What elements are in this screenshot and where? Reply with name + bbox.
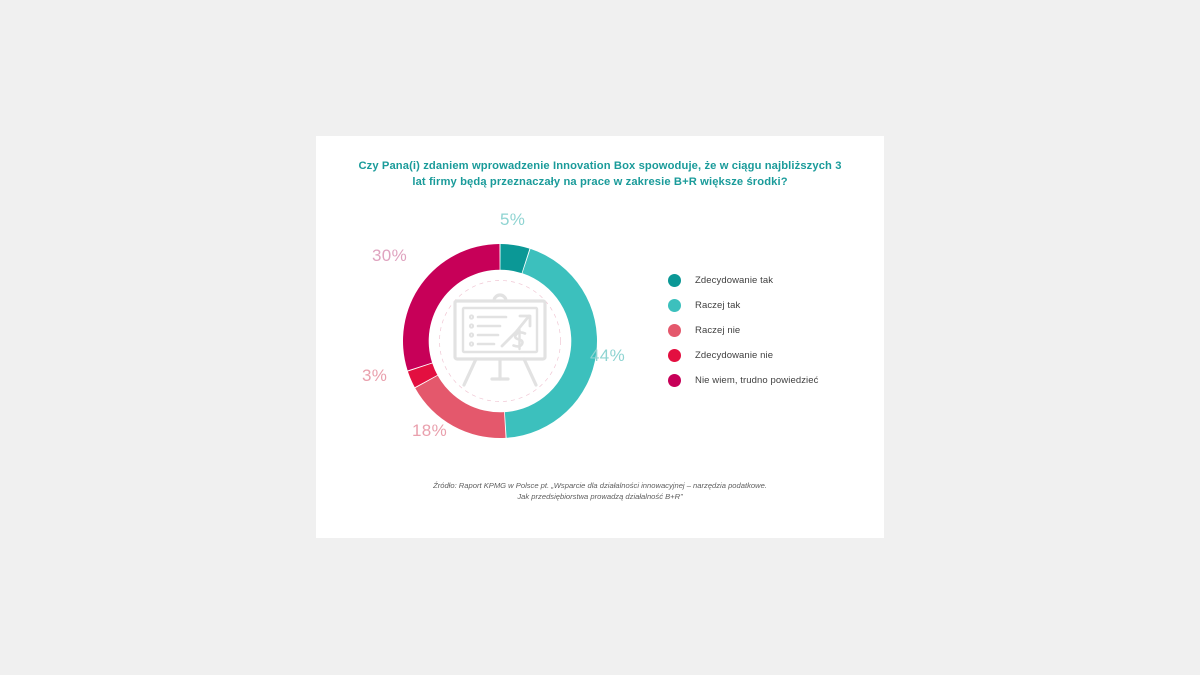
legend-item-label: Zdecydowanie nie <box>695 350 774 361</box>
donut-slice[interactable] <box>407 363 438 388</box>
donut-slice-group <box>403 244 597 438</box>
presentation-easel-chart-icon <box>442 283 558 399</box>
slice-label-nie-wiem: 30% <box>372 246 408 265</box>
chart-legend: Zdecydowanie tak Raczej tak Raczej nie Zdec… <box>668 268 868 393</box>
legend-item-label: Raczej tak <box>695 300 741 311</box>
source-note: Źródło: Raport KPMG w Polsce pt. „Wsparc… <box>356 480 844 502</box>
legend-color-dot-icon <box>668 299 681 312</box>
slice-label-raczej-nie: 18% <box>412 421 448 440</box>
legend-item-label: Nie wiem, trudno powiedzieć <box>695 375 819 386</box>
source-note-line-1: Źródło: Raport KPMG w Polsce pt. „Wsparc… <box>433 481 767 490</box>
source-note-line-2: Jak przedsiębiorstwa prowadzą działalnoś… <box>517 492 683 501</box>
legend-item[interactable]: Zdecydowanie nie <box>668 343 868 368</box>
slice-label-raczej-tak: 44% <box>590 346 626 365</box>
legend-color-dot-icon <box>668 349 681 362</box>
legend-item[interactable]: Zdecydowanie tak <box>668 268 868 293</box>
donut-slice[interactable] <box>403 244 500 371</box>
legend-item[interactable]: Raczej tak <box>668 293 868 318</box>
legend-color-dot-icon <box>668 374 681 387</box>
infographic-card: Czy Pana(i) zdaniem wprowadzenie Innovat… <box>316 136 884 538</box>
donut-slice[interactable] <box>415 375 506 438</box>
slice-label-zdecydowanie-nie: 3% <box>362 366 388 385</box>
donut-chart-svg <box>403 244 597 438</box>
slice-label-zdecydowanie-tak: 5% <box>500 210 526 229</box>
page-title: Czy Pana(i) zdaniem wprowadzenie Innovat… <box>358 160 842 188</box>
legend-item-label: Zdecydowanie tak <box>695 275 774 286</box>
inner-dashed-circle <box>439 280 561 402</box>
legend-item-label: Raczej nie <box>695 325 741 336</box>
legend-item[interactable]: Raczej nie <box>668 318 868 343</box>
legend-color-dot-icon <box>668 274 681 287</box>
donut-chart: 5% 44% 18% 3% 30% <box>350 206 650 476</box>
donut-slice[interactable] <box>504 248 597 438</box>
legend-color-dot-icon <box>668 324 681 337</box>
donut-slice[interactable] <box>500 244 530 274</box>
legend-item[interactable]: Nie wiem, trudno powiedzieć <box>668 368 868 393</box>
